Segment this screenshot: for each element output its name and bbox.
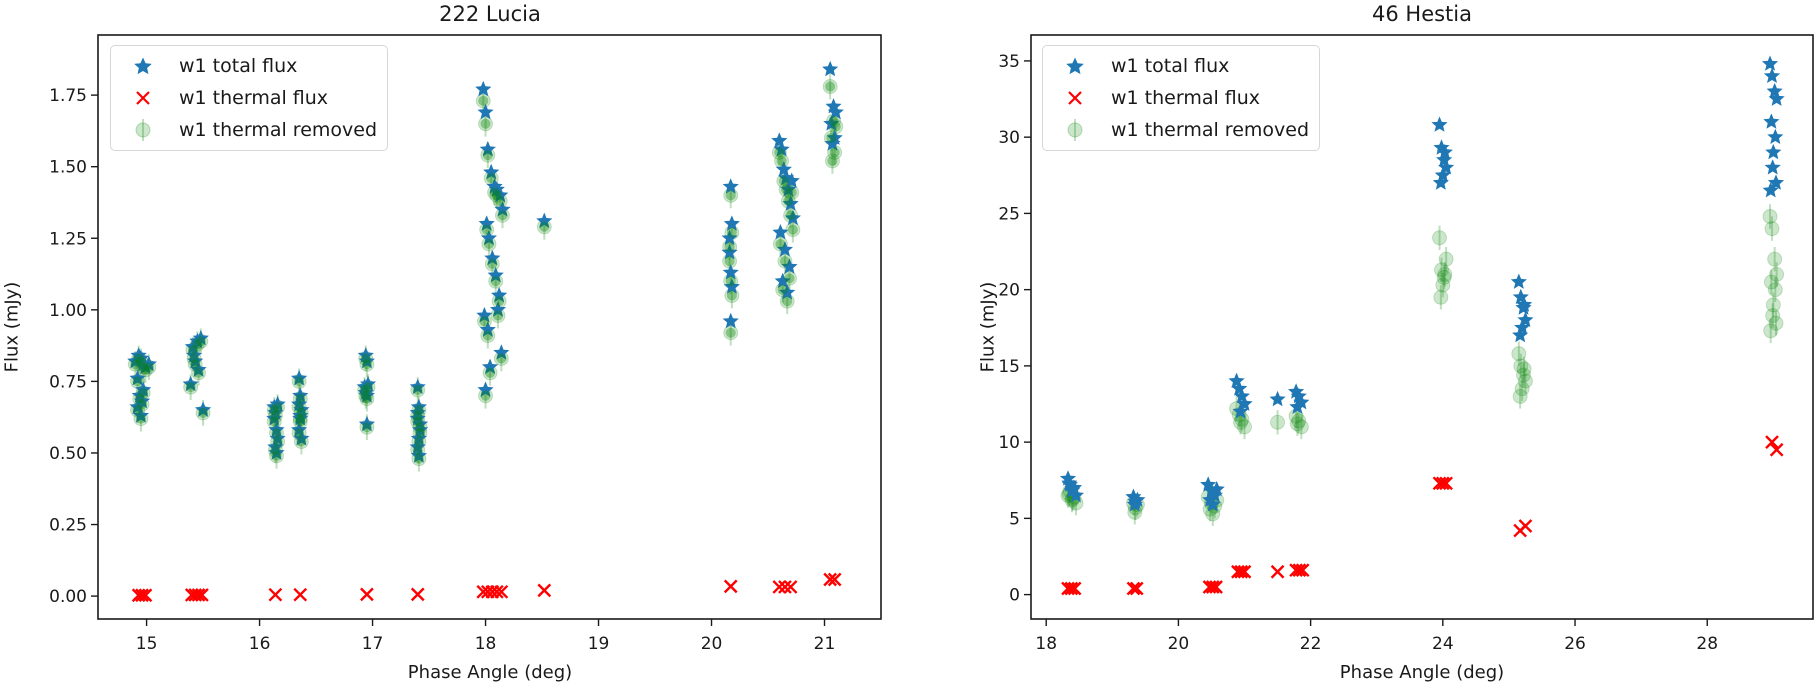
panel-46-hestia: 46 Hestia 18 20 22 24 26 28 0 5 10 15 20 25 30 35 Flu… [908,0,1816,688]
svg-text:22: 22 [1300,634,1322,654]
svg-text:0.75: 0.75 [49,372,87,392]
axes-frame [97,34,882,620]
svg-text:26: 26 [1564,634,1586,654]
scatter-plot-area: 15 16 17 18 19 20 21 0.00 0.25 0.50 0.75 1.00 1.25 1.… [49,34,882,654]
legend-label: w1 thermal removed [1111,119,1310,141]
legend-item-thermal-flux: w1 thermal flux [1053,82,1309,114]
svg-text:0.50: 0.50 [49,444,87,464]
legend-label: w1 total flux [179,55,298,77]
panel-222-lucia: 222 Lucia 15 16 17 18 19 20 21 0.00 0.25 0.50 0.75… [1,2,882,683]
y-axis-ticks: 0.00 0.25 0.50 0.75 1.00 1.25 1.50 1.75 [49,86,98,607]
legend-label: w1 thermal flux [1111,87,1261,109]
svg-text:25: 25 [998,204,1020,224]
svg-text:15: 15 [998,357,1020,377]
data-points [127,60,844,603]
svg-text:19: 19 [588,634,610,654]
series-thermal-removed [1060,204,1785,526]
legend-item-thermal-flux: w1 thermal flux [121,82,377,114]
legend-item-thermal-removed: w1 thermal removed [121,114,377,146]
svg-text:28: 28 [1696,634,1718,654]
svg-text:0.00: 0.00 [49,587,87,607]
svg-text:18: 18 [1035,634,1057,654]
legend-label: w1 total flux [1111,55,1230,77]
axes-frame [1030,34,1814,620]
svg-text:16: 16 [249,634,271,654]
svg-text:18: 18 [475,634,497,654]
legend-item-total-flux: w1 total flux [1053,50,1309,82]
x-axis-label: Phase Angle (deg) [407,662,573,683]
svg-text:17: 17 [362,634,384,654]
svg-text:30: 30 [998,128,1020,148]
svg-text:10: 10 [998,433,1020,453]
svg-text:24: 24 [1432,634,1454,654]
series-thermal-flux [131,572,842,603]
svg-text:0.25: 0.25 [49,516,87,536]
svg-text:15: 15 [136,634,158,654]
legend: w1 total flux w1 thermal flux w1 thermal… [110,45,389,151]
legend-item-total-flux: w1 total flux [121,50,377,82]
chart-title: 222 Lucia [439,2,541,26]
svg-text:0: 0 [1009,586,1020,606]
circle-errorbar-marker-icon [121,118,165,142]
svg-text:1.00: 1.00 [49,301,87,321]
svg-text:20: 20 [998,281,1020,301]
series-total-flux [1059,55,1785,512]
scatter-plot-area: 18 20 22 24 26 28 0 5 10 15 20 25 30 35 [998,34,1814,654]
svg-text:20: 20 [701,634,723,654]
x-axis-ticks: 18 20 22 24 26 28 [1035,619,1718,654]
svg-text:1.75: 1.75 [49,86,87,106]
y-axis-label: Flux (mJy) [1,281,23,373]
legend-item-thermal-removed: w1 thermal removed [1053,114,1309,146]
svg-text:5: 5 [1009,509,1020,529]
y-axis-ticks: 0 5 10 15 20 25 30 35 [998,52,1031,606]
data-points [1059,55,1785,596]
series-thermal-flux [1061,435,1784,596]
svg-text:1.50: 1.50 [49,158,87,178]
svg-text:21: 21 [814,634,836,654]
svg-text:1.25: 1.25 [49,229,87,249]
x-marker-icon [121,86,165,110]
star-marker-icon [121,54,165,78]
x-marker-icon [1053,86,1097,110]
legend-label: w1 thermal flux [179,87,329,109]
x-axis-label: Phase Angle (deg) [1339,662,1505,683]
legend: w1 total flux w1 thermal flux w1 thermal… [1042,45,1321,151]
series-total-flux [127,60,844,463]
circle-errorbar-marker-icon [1053,118,1097,142]
series-thermal-removed-overlay [130,81,841,464]
y-axis-label: Flux (mJy) [977,281,999,373]
x-axis-ticks: 15 16 17 18 19 20 21 [136,619,836,654]
legend-label: w1 thermal removed [179,119,378,141]
svg-text:20: 20 [1168,634,1190,654]
svg-text:35: 35 [998,52,1020,72]
star-marker-icon [1053,54,1097,78]
chart-title: 46 Hestia [1372,2,1472,26]
